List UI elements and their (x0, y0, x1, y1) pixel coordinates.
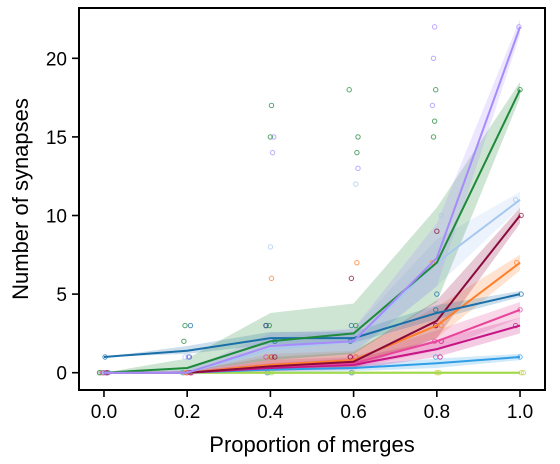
series-7-point (353, 181, 359, 187)
series-7-point (438, 212, 444, 219)
series-10-point (269, 149, 276, 156)
series-9-point (182, 322, 188, 329)
series-9-point (353, 322, 359, 329)
y-tick-label: 5 (56, 285, 67, 306)
series-9-point (267, 134, 274, 140)
series-8-point (263, 322, 269, 329)
x-tick-label: 0.8 (424, 402, 450, 423)
series-10-point (429, 102, 436, 109)
series-9-confidence-band (103, 81, 521, 373)
series-5-confidence-band (103, 254, 521, 373)
y-tick-label: 0 (56, 364, 67, 385)
series-9-point (181, 338, 187, 344)
series-6-point (347, 354, 354, 360)
series-3-confidence-band (103, 317, 521, 373)
series-6-point (434, 228, 440, 234)
series-9-point (266, 322, 272, 329)
series-7-point (267, 244, 274, 250)
series-5-point (429, 259, 436, 266)
series-6-point (348, 275, 355, 282)
series-9-point (355, 134, 361, 140)
series-4-confidence-band (103, 301, 521, 373)
y-tick-label: 10 (46, 207, 67, 228)
series-8-point (434, 291, 440, 297)
series-1-point (520, 370, 527, 376)
y-tick-label: 20 (46, 49, 67, 70)
axes: 0.0 0.2 0.4 0.6 0.8 1.0 0 5 10 15 20 (46, 49, 533, 423)
series-10-point (270, 134, 277, 140)
x-tick-label: 1.0 (507, 402, 533, 423)
series-9-point (354, 149, 360, 156)
x-tick-label: 0.6 (340, 402, 366, 423)
series-10-line (103, 26, 521, 374)
y-tick-label: 15 (46, 128, 67, 149)
y-axis-label: Number of synapses (8, 98, 33, 300)
series-8-point (433, 307, 439, 313)
series-9-line (103, 89, 521, 374)
series-9-point (431, 118, 438, 124)
series-9-point (346, 87, 352, 93)
x-tick-label: 0.4 (257, 402, 284, 423)
series-8-point (187, 322, 194, 329)
series-9-point (433, 87, 439, 93)
series-5-point (354, 259, 360, 266)
series-10-point (431, 24, 438, 30)
x-axis-label: Proportion of merges (209, 432, 414, 457)
series-3-point (437, 354, 443, 360)
series-9-point (430, 134, 437, 140)
x-tick-label: 0.2 (174, 402, 200, 423)
series-2-confidence-band (103, 353, 521, 373)
series-10-point (430, 55, 437, 62)
plot-frame (78, 7, 546, 391)
series-5-point (268, 275, 275, 282)
series-10-point (185, 354, 191, 360)
series-6-point (272, 354, 278, 360)
series-10-confidence-band (103, 19, 521, 373)
series-10-point (355, 165, 361, 172)
series-9-point (268, 102, 275, 109)
x-tick-label: 0.0 (91, 402, 117, 423)
plot-area (96, 19, 527, 376)
